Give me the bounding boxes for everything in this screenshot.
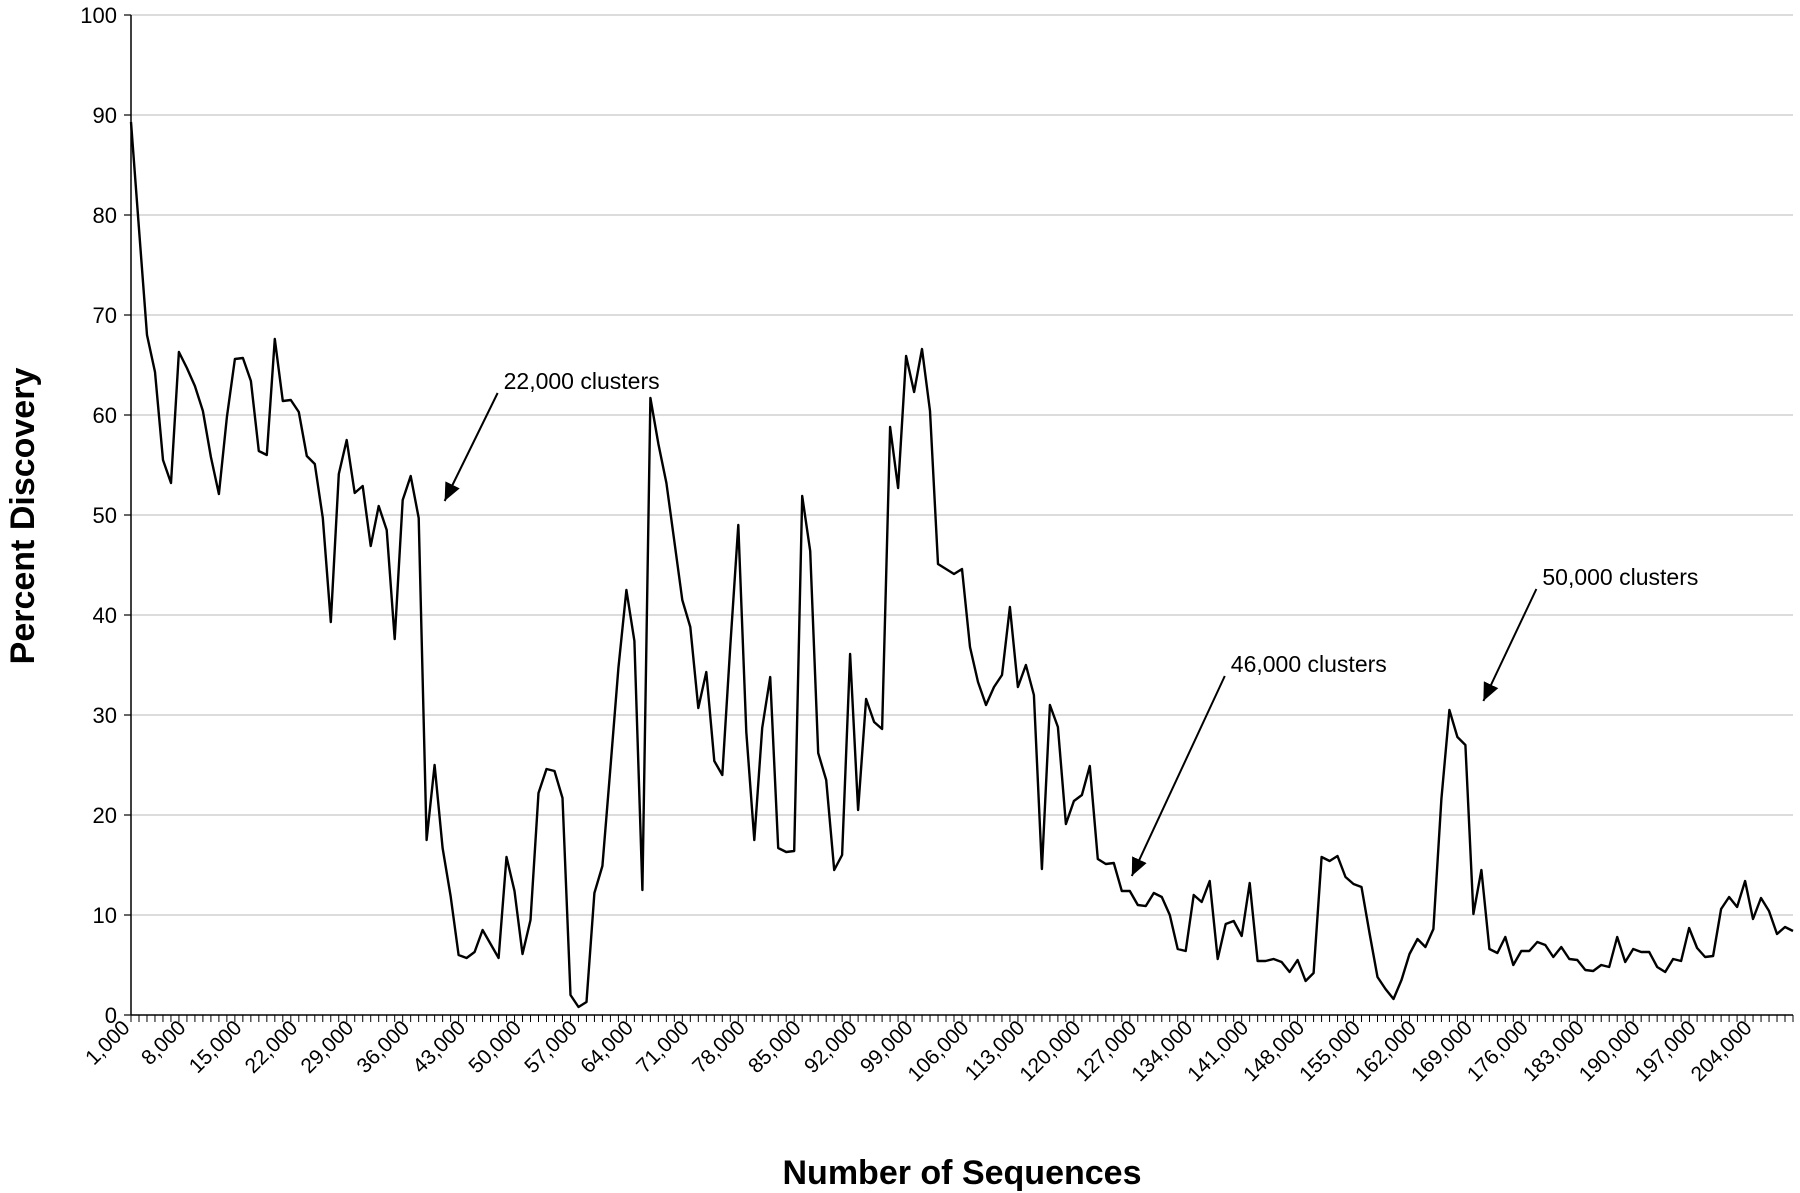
gridlines [131, 14, 1793, 916]
x-tick-label: 64,000 [576, 1016, 638, 1078]
x-tick-label: 169,000 [1407, 1016, 1477, 1086]
x-tick-label: 15,000 [185, 1016, 247, 1078]
y-tick-label: 40 [93, 603, 117, 628]
annotation-arrow [443, 392, 499, 502]
y-tick-label: 70 [93, 303, 117, 328]
x-tick-label: 204,000 [1687, 1016, 1757, 1086]
x-tick-label: 106,000 [904, 1016, 974, 1086]
x-tick-label: 120,000 [1015, 1016, 1085, 1086]
annotation-arrow [1130, 675, 1226, 877]
y-tick-label: 100 [80, 3, 117, 28]
series-line [129, 121, 1794, 1009]
axes [130, 15, 1793, 1016]
x-tick-label: 36,000 [353, 1016, 415, 1078]
annotation-arrow [1482, 588, 1538, 702]
y-tick-label: 80 [93, 203, 117, 228]
y-tick-label: 90 [93, 103, 117, 128]
y-tick-label: 10 [93, 903, 117, 928]
x-tick-label: 162,000 [1351, 1016, 1421, 1086]
x-axis-ticks: 1,000 8,00015,00022,00029,00036,00043,000… [81, 1015, 1794, 1086]
x-tick-label: 190,000 [1575, 1016, 1645, 1086]
y-tick-label: 0 [105, 1003, 117, 1028]
y-axis-ticks: 0 10 20 30 40 50 60 70 80 90 100 [80, 3, 131, 1028]
x-tick-label: 134,000 [1127, 1016, 1197, 1086]
x-tick-label: 43,000 [408, 1016, 470, 1078]
y-axis-title: Percent Discovery [4, 368, 42, 665]
x-tick-label: 127,000 [1071, 1016, 1141, 1086]
x-tick-label: 148,000 [1239, 1016, 1309, 1086]
x-tick-label: 176,000 [1463, 1016, 1533, 1086]
x-tick-label: 22,000 [241, 1016, 303, 1078]
x-tick-label: 85,000 [744, 1016, 806, 1078]
x-tick-label: 57,000 [520, 1016, 582, 1078]
x-tick-label: 50,000 [464, 1016, 526, 1078]
x-axis-title: Number of Sequences [783, 1154, 1142, 1192]
annotation-label: 22,000 clusters [504, 368, 660, 394]
y-tick-label: 20 [93, 803, 117, 828]
y-tick-label: 60 [93, 403, 117, 428]
x-tick-label: 92,000 [800, 1016, 862, 1078]
annotations: 22,000 clusters 46,000 clusters 50,000 clu… [443, 368, 1698, 877]
x-tick-label: 8,000 [137, 1016, 190, 1069]
annotation-label: 50,000 clusters [1542, 564, 1698, 590]
x-tick-label: 71,000 [632, 1016, 694, 1078]
x-tick-label: 78,000 [688, 1016, 750, 1078]
x-tick-label: 197,000 [1631, 1016, 1701, 1086]
x-tick-label: 183,000 [1519, 1016, 1589, 1086]
x-tick-label: 155,000 [1295, 1016, 1365, 1086]
y-tick-label: 50 [93, 503, 117, 528]
series-group [129, 121, 1794, 1009]
y-tick-label: 30 [93, 703, 117, 728]
x-tick-label: 29,000 [297, 1016, 359, 1078]
annotation-label: 46,000 clusters [1231, 651, 1387, 677]
x-tick-label: 141,000 [1183, 1016, 1253, 1086]
